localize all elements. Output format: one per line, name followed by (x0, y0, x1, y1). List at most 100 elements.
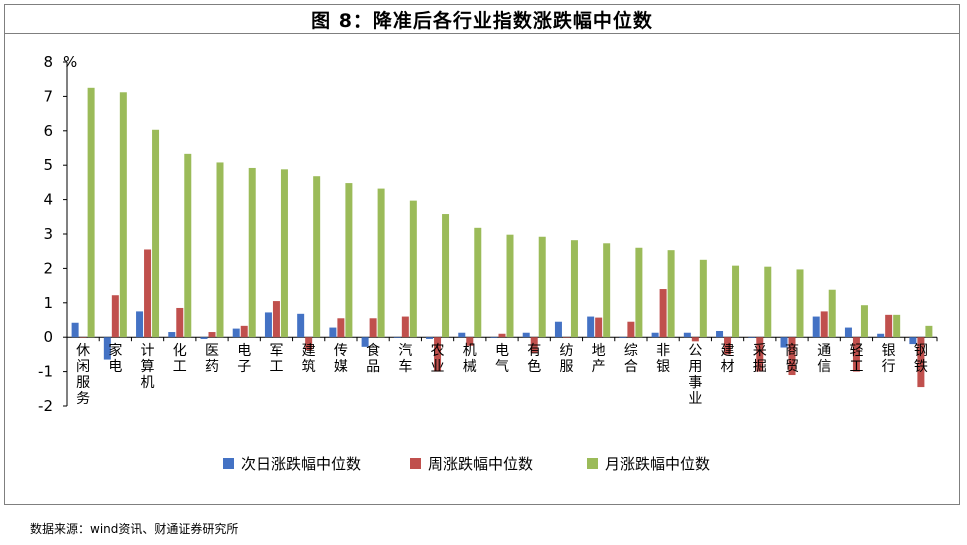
y-tick-label: 5 (43, 156, 53, 174)
bar (272, 301, 280, 338)
bar (71, 322, 79, 338)
chart-title-bar: 图 8：降准后各行业指数涨跌幅中位数 (4, 4, 960, 34)
category-label: 采掘 (753, 343, 767, 375)
legend-label: 次日涨跌幅中位数 (241, 455, 361, 473)
bar (595, 317, 603, 338)
category-label: 家电 (108, 342, 122, 375)
bar (917, 337, 925, 388)
y-tick-label: 2 (43, 259, 53, 277)
bar (144, 249, 152, 338)
category-label: 电子 (237, 343, 251, 375)
bar (852, 337, 860, 372)
bar (562, 337, 570, 338)
bar (79, 337, 87, 338)
bar (297, 313, 305, 338)
bar-chart: 8 7 6 5 4 3 2 1 0 -1 -2% 休闲服务 家电 计算机 化工医药电子军工建筑传媒食品汽车农… (38, 53, 938, 473)
bar (305, 337, 313, 351)
bar (667, 250, 675, 338)
bar (393, 337, 401, 338)
bar (812, 316, 820, 338)
bar (909, 337, 917, 345)
bar (691, 337, 699, 342)
bar (401, 316, 409, 338)
y-tick-label: 8 (43, 53, 53, 71)
bar (345, 183, 353, 338)
category-label: 军工 (269, 343, 283, 375)
category-label: 地产 (592, 343, 606, 375)
bar (466, 337, 474, 346)
category-label: 公用事业 (688, 343, 702, 407)
bar (111, 295, 119, 338)
bar (627, 321, 635, 338)
bar (442, 214, 450, 338)
chart-title: 图 8：降准后各行业指数涨跌幅中位数 (311, 10, 653, 32)
bar (232, 328, 240, 338)
bar (87, 87, 95, 338)
bar (361, 337, 369, 347)
bar (184, 153, 192, 338)
legend-swatch (410, 458, 421, 469)
bar (152, 129, 160, 338)
bar (377, 188, 385, 338)
legend-label: 周涨跌幅中位数 (428, 455, 533, 473)
category-label: 休闲服务 (76, 343, 90, 407)
y-tick-label: 1 (43, 294, 53, 312)
bar (724, 337, 732, 355)
chart-frame: 8 7 6 5 4 3 2 1 0 -1 -2% 休闲服务 家电 计算机 化工 医药 电子 军工 建筑 传媒 食品 汽车农… (4, 33, 960, 505)
y-tick-label: 0 (43, 328, 53, 346)
bar (506, 234, 514, 338)
category-label: 非银 (656, 343, 670, 375)
bar (200, 337, 208, 339)
bar (828, 289, 836, 338)
category-label: 纺服 (559, 343, 573, 375)
bar (554, 321, 562, 338)
bar (877, 333, 885, 338)
bar (313, 176, 321, 338)
category-label: 通信 (817, 343, 831, 375)
bar (587, 316, 595, 338)
bar (434, 337, 442, 372)
bar (885, 314, 893, 338)
category-label: 计算机 (141, 343, 155, 391)
bar (756, 337, 764, 372)
bar (248, 167, 256, 338)
bar (780, 337, 788, 348)
category-label: 化工 (173, 343, 187, 375)
y-tick-label: 3 (43, 225, 53, 243)
bar (176, 307, 184, 338)
bar (474, 227, 482, 338)
category-label: 电气 (495, 343, 509, 375)
category-label: 轻工 (849, 343, 863, 375)
category-label: 商贸 (785, 343, 799, 375)
legend-swatch (223, 458, 234, 469)
bar (426, 337, 434, 339)
y-tick-label: 4 (43, 191, 53, 209)
y-axis-unit: % (63, 53, 77, 71)
category-label: 汽车 (398, 343, 412, 375)
legend-label: 月涨跌幅中位数 (605, 455, 710, 473)
category-label: 综合 (624, 343, 638, 375)
bar (409, 200, 417, 338)
category-label: 食品 (366, 342, 380, 375)
category-label: 农业 (431, 343, 445, 375)
bar (168, 332, 176, 338)
bar (925, 325, 933, 338)
bar (337, 318, 345, 338)
bar (699, 259, 707, 338)
bar (280, 169, 288, 338)
bar (103, 337, 111, 360)
category-label: 机械 (463, 343, 477, 375)
bar (603, 243, 611, 338)
category-label: 传媒 (334, 343, 348, 375)
bar (860, 305, 868, 338)
bar (788, 337, 796, 376)
bar (522, 332, 530, 338)
bar (716, 331, 724, 338)
category-label: 有色 (527, 343, 541, 375)
bar (119, 92, 127, 338)
legend-swatch (587, 458, 598, 469)
bar (659, 289, 667, 338)
y-tick-label: -2 (38, 397, 53, 415)
bar (240, 325, 248, 338)
bar (796, 269, 804, 338)
